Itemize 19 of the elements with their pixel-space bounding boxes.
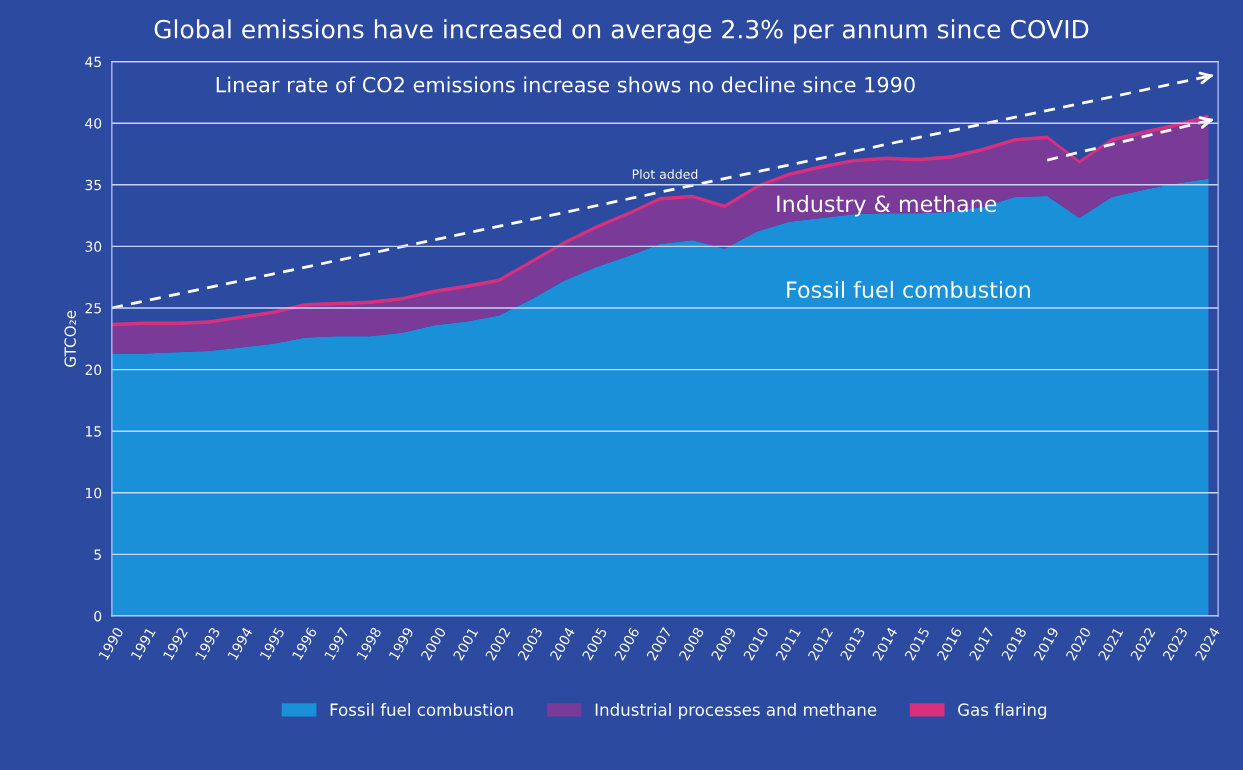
y-tick-label: 0	[94, 610, 102, 622]
annotation: Fossil fuel combustion	[787, 280, 1030, 299]
y-tick-label: 5	[94, 549, 101, 560]
legend-label: Industrial processes and methane	[595, 703, 877, 720]
y-tick-label: 40	[85, 118, 102, 129]
y-tick-label: 45	[85, 56, 101, 68]
y-tick-label: 30	[85, 241, 102, 252]
y-tick-label: 35	[85, 179, 101, 191]
legend-label: Gas flaring	[958, 703, 1047, 720]
y-tick-label: 10	[86, 487, 102, 499]
y-axis-title: GTCO₂e	[64, 310, 76, 367]
y-tick-label: 20	[85, 364, 102, 376]
y-tick-label: 25	[85, 302, 101, 314]
annotation: Linear rate of CO2 emissions increase shows no decline since 1990	[216, 76, 915, 93]
annotation: Plot added	[632, 169, 698, 179]
y-tick-label: 15	[86, 426, 101, 437]
legend-label: Fossil fuel combustion	[330, 703, 513, 716]
annotation: Industry & methane	[777, 194, 997, 217]
chart-title: Global emissions have increased on average 2.3% per annum since COVID	[154, 19, 1089, 44]
